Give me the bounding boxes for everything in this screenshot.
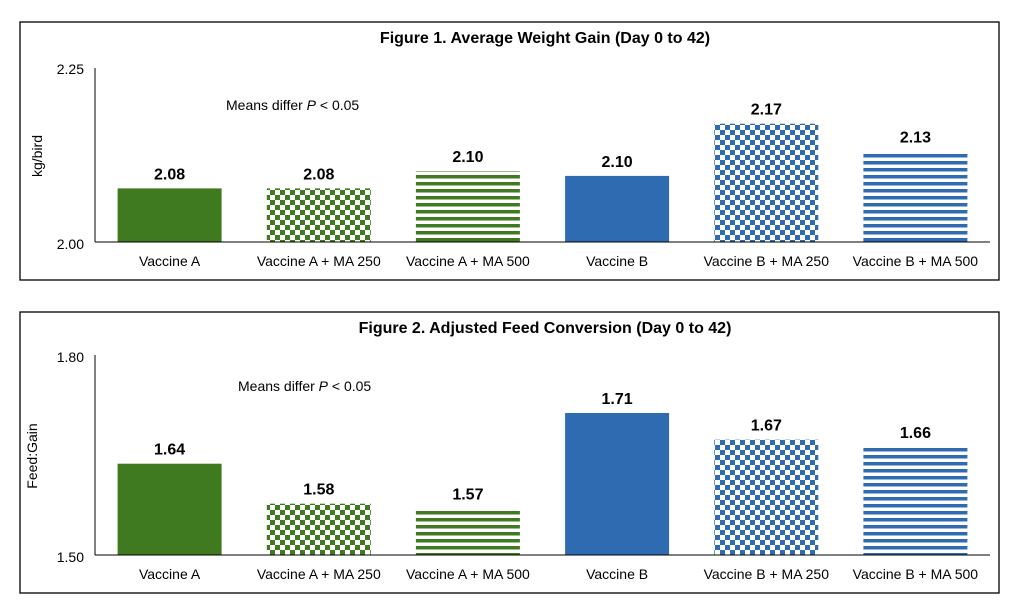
figure-1-category-label-6: Vaccine B + MA 500 [853,253,979,269]
figure-1-frame [19,21,1000,281]
figure-1-bar-3 [415,171,520,242]
figure-2-y-tick-max: 1.80 [57,349,84,365]
figure-2-value-label-1: 1.64 [154,442,185,459]
figure-1-value-label-6: 2.13 [900,130,931,147]
figure-2-category-label-2: Vaccine A + MA 250 [257,566,381,582]
figure-1-value-label-1: 2.08 [154,166,185,183]
figure-2-bar-4 [565,413,670,555]
figure-1-category-label-2: Vaccine A + MA 250 [257,253,381,269]
figure-2-bar-2 [266,503,371,555]
figure-2-category-label-5: Vaccine B + MA 250 [704,566,830,582]
figure-1-bar-6 [863,151,968,242]
figure-1-title: Figure 1. Average Weight Gain (Day 0 to … [380,30,710,47]
figure-1-significance-note: Means differ P < 0.05 [226,97,359,113]
figure-1-category-label-5: Vaccine B + MA 250 [704,253,830,269]
figure-2-value-label-3: 1.57 [452,486,483,503]
figure-2-significance-note: Means differ P < 0.05 [238,378,371,394]
figure-2-category-label-4: Vaccine B [586,566,648,582]
figure-1-y-axis-label: kg/bird [29,135,45,177]
figure-1-value-label-3: 2.10 [452,149,483,166]
figure-2-category-label-3: Vaccine A + MA 500 [406,566,530,582]
figure-1-bar-5 [714,123,819,242]
figure-1-bar-4 [565,175,670,242]
figure-2-value-label-6: 1.66 [900,425,931,442]
figure-1-y-tick-min: 2.00 [57,236,84,252]
figure-2-value-label-2: 1.58 [303,482,334,499]
figure-1-value-label-2: 2.08 [303,166,334,183]
figure-2-category-label-1: Vaccine A [139,566,201,582]
figure-2-frame [19,311,1000,594]
figure-2-bar-6 [863,447,968,555]
figure-1-bar-1 [117,188,222,242]
figure-2-value-label-4: 1.71 [602,391,633,408]
figure-2-y-tick-min: 1.50 [57,549,84,565]
figure-1-bar-2 [266,188,371,242]
figure-2: Figure 2. Adjusted Feed Conversion (Day … [19,311,1000,594]
figure-2-bar-1 [117,463,222,555]
figure-2-bar-3 [415,508,520,555]
figure-2-y-axis-label: Feed:Gain [24,423,40,488]
figure-1-y-tick-max: 2.25 [57,61,84,77]
figure-1-value-label-4: 2.10 [602,154,633,171]
figure-1-category-label-3: Vaccine A + MA 500 [406,253,530,269]
figure-2-value-label-5: 1.67 [751,418,782,435]
figure-2-category-label-6: Vaccine B + MA 500 [853,566,979,582]
figure-1-value-label-5: 2.17 [751,102,782,119]
figure-1-category-label-4: Vaccine B [586,253,648,269]
figure-1-category-label-1: Vaccine A [139,253,201,269]
figure-2-title: Figure 2. Adjusted Feed Conversion (Day … [359,320,732,337]
figure-1: Figure 1. Average Weight Gain (Day 0 to … [19,21,1000,281]
figure-2-bar-5 [714,439,819,555]
